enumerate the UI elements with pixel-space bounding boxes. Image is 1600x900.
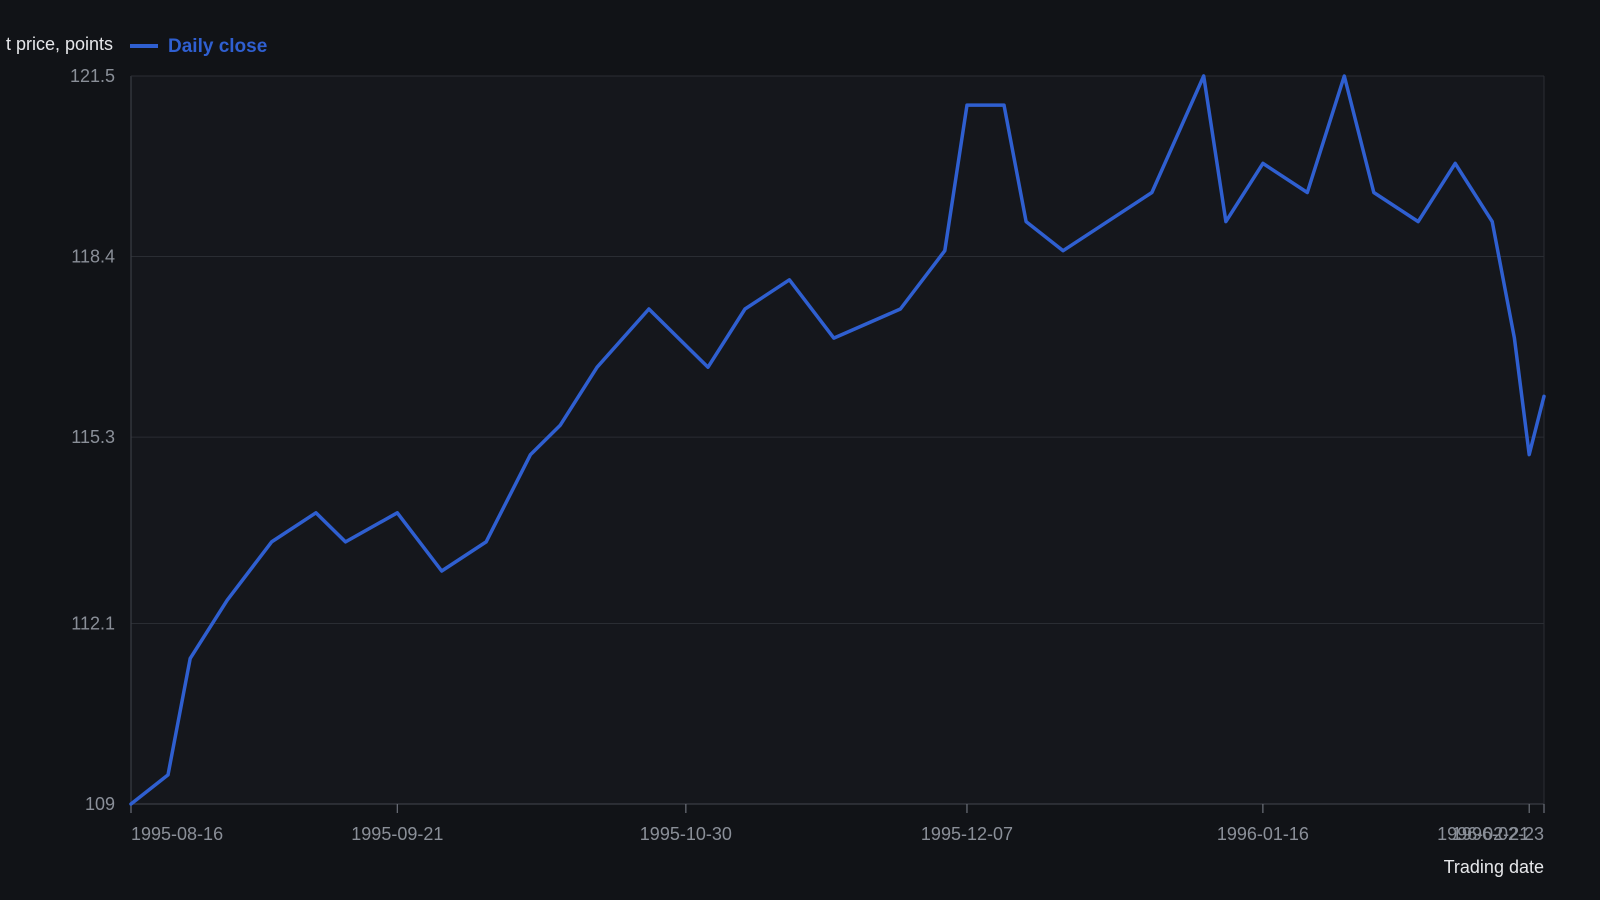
x-tick-label: 1995-08-16 [131,824,223,844]
data-point [677,336,680,340]
data-point [166,773,170,777]
data-point [832,336,836,340]
data-point [1527,453,1531,456]
axes [130,75,1545,805]
data-point [1150,191,1154,194]
data-point [395,511,399,515]
x-tick-label: 1995-09-21 [351,824,443,844]
series-layer [129,74,1546,806]
y-tick-label: 118.4 [71,247,115,267]
x-tick-label: 1995-10-30 [640,824,732,844]
data-point [743,307,747,311]
data-point [595,365,599,369]
data-point [1305,191,1309,194]
data-point [188,657,192,660]
x-tick-label: 1996-02-21 [1437,824,1529,844]
data-point [788,278,791,282]
data-point [898,307,902,311]
x-tick-label: 1996-01-16 [1217,824,1309,844]
data-point [440,569,444,573]
series-line-daily-close[interactable] [129,74,1546,806]
data-point [1453,161,1457,165]
data-point [1224,220,1228,224]
data-point [344,540,347,544]
data-point [647,307,651,311]
data-point [314,511,318,515]
data-point [1490,220,1494,224]
data-point [1513,336,1516,340]
data-point [1342,74,1346,78]
data-point [1542,394,1546,398]
data-point [225,598,229,602]
y-tick-label: 115.3 [71,427,115,447]
legend-label-daily-close[interactable]: Daily close [168,36,267,57]
data-point [270,540,273,544]
y-axis-ticks: 109 112.1 115.3 118.4 121.5 [70,66,115,814]
y-tick-label: 109 [85,794,115,814]
data-point [1061,249,1065,253]
data-point [943,249,947,253]
data-point [129,802,133,806]
y-tick-label: 112.1 [71,613,115,633]
x-tick-label: 1996-02-23 [1452,824,1544,844]
data-point [1202,74,1206,78]
data-point [1416,220,1420,224]
x-axis-ticks: 1995-08-16 1995-09-21 1995-10-30 1995-12-07… [130,804,1545,844]
y-axis-title: t price, points [6,34,113,54]
data-point [1002,103,1006,107]
data-point [558,424,562,427]
x-tick-label: 1995-12-07 [921,824,1013,844]
y-tick-label: 121.5 [70,66,115,86]
data-point [484,540,488,544]
data-point [529,453,532,456]
data-point [1024,220,1028,224]
data-point [965,103,969,107]
x-axis-title: Trading date [1444,857,1544,877]
data-point [1261,161,1265,165]
data-point [706,365,710,369]
data-point [1372,191,1376,194]
plot-area [131,76,1544,804]
